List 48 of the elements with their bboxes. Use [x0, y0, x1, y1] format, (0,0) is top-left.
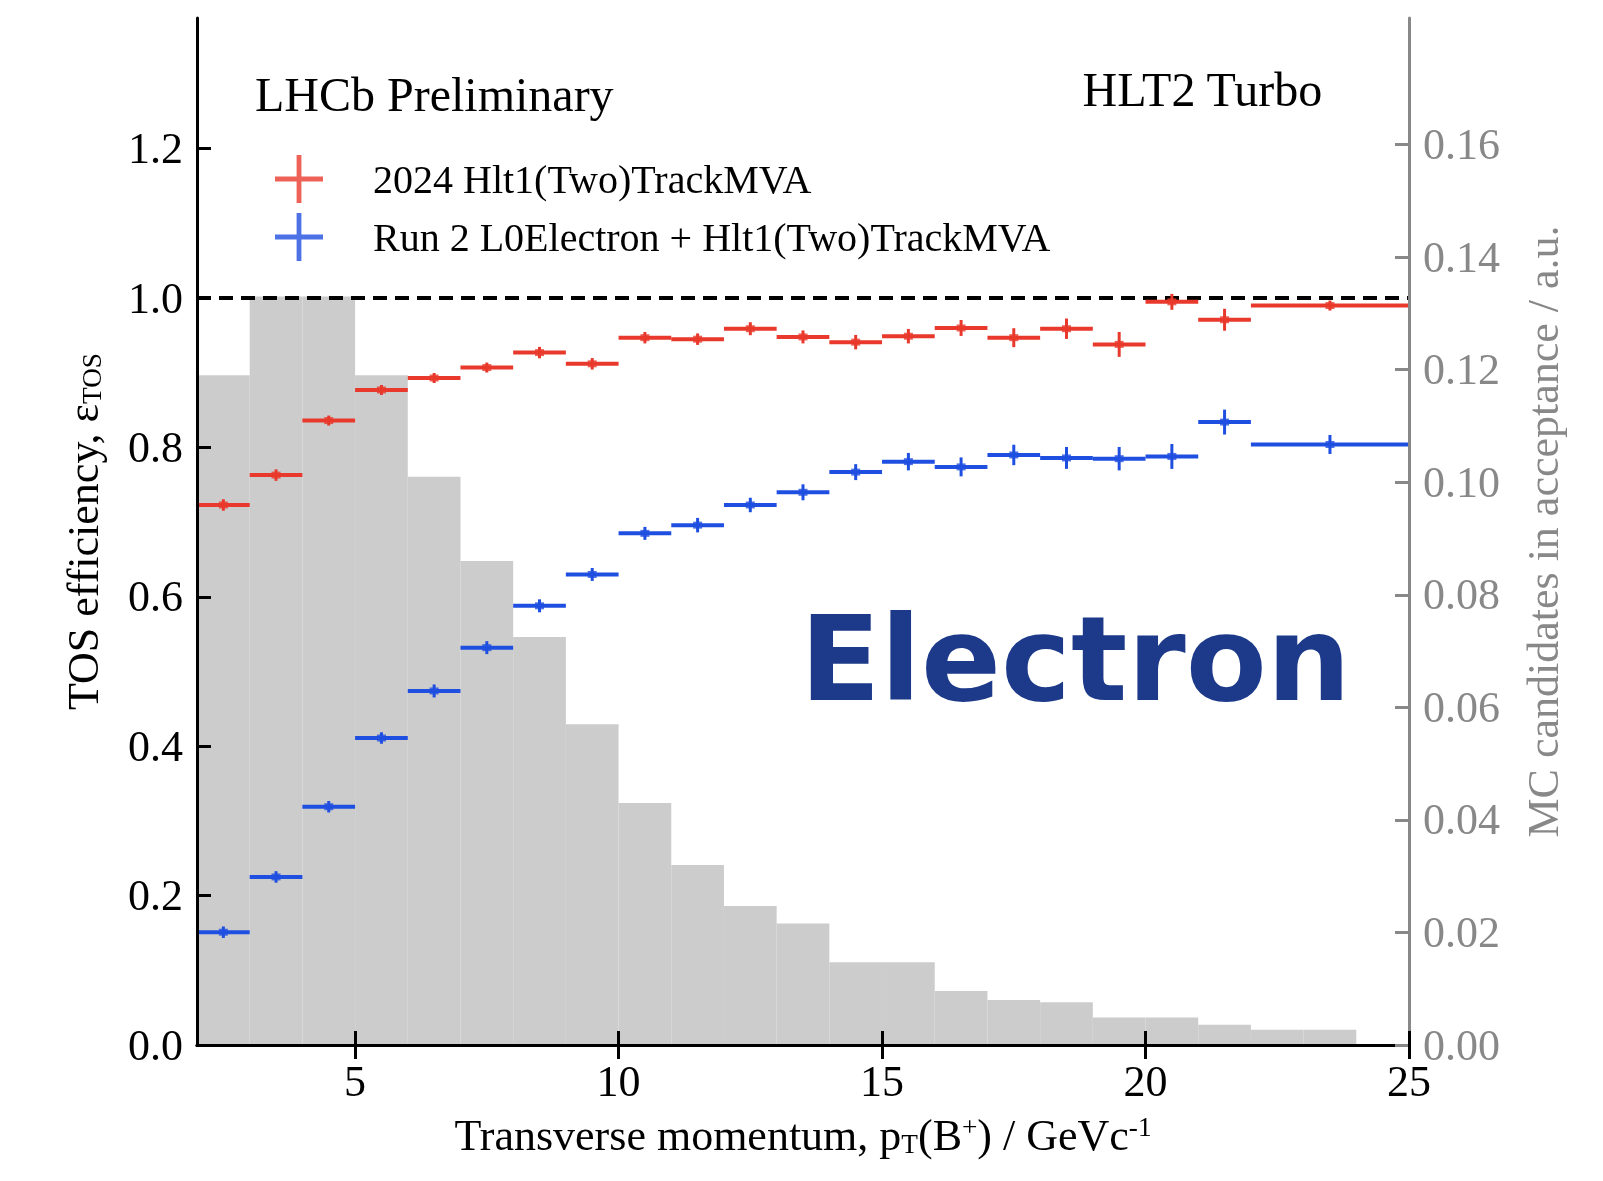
point [1009, 451, 1019, 459]
annotation: Electron [800, 590, 1351, 728]
annotation: LHCb Preliminary [255, 67, 614, 121]
point [1061, 325, 1071, 333]
y2-axis-title: MC candidates in acceptance / a.u. [1518, 225, 1568, 838]
y-tick-label: 0.8 [128, 422, 183, 472]
y2-tick-label: 0.06 [1423, 682, 1500, 732]
point [1325, 440, 1335, 448]
y-tick-label: 0.4 [128, 721, 183, 771]
y2-tick-label: 0.04 [1423, 795, 1500, 845]
annotation: HLT2 Turbo [1082, 62, 1323, 116]
point [535, 349, 545, 357]
point [851, 338, 861, 346]
point [851, 468, 861, 476]
point [1220, 316, 1230, 324]
point [956, 324, 966, 332]
point [903, 458, 913, 466]
point [1061, 454, 1071, 462]
point [693, 521, 703, 529]
x-tick-label: 20 [1123, 1056, 1168, 1106]
y-tick-label: 1.0 [128, 273, 183, 323]
point [1167, 452, 1177, 460]
x-tick-label: 5 [344, 1056, 367, 1106]
y-axis-title: TOS efficiency, εTOS [58, 352, 108, 711]
point [903, 332, 913, 340]
point [1114, 340, 1124, 348]
y-tick-label: 0.0 [128, 1020, 183, 1070]
y2-tick-label: 0.08 [1423, 570, 1500, 620]
y2-tick-label: 0.14 [1423, 232, 1500, 282]
y2-tick-label: 0.10 [1423, 457, 1500, 507]
y-tick-label: 0.2 [128, 871, 183, 921]
x-tick-label: 15 [860, 1056, 905, 1106]
y-tick-label: 1.2 [128, 124, 183, 174]
point [745, 501, 755, 509]
point [1167, 298, 1177, 306]
point [798, 488, 808, 496]
y2-tick-label: 0.16 [1423, 120, 1500, 170]
point [535, 602, 545, 610]
y2-tick-label: 0.12 [1423, 345, 1500, 395]
legend-label: 2024 Hlt1(Two)TrackMVA [373, 156, 812, 202]
legend-label: Run 2 L0Electron + Hlt1(Two)TrackMVA [373, 214, 1051, 260]
y2-tick-label: 0.02 [1423, 907, 1500, 957]
point [1009, 334, 1019, 342]
point [1220, 418, 1230, 426]
x-tick-label: 10 [596, 1056, 641, 1106]
y-tick-label: 0.6 [128, 572, 183, 622]
point [956, 463, 966, 471]
point [1114, 455, 1124, 463]
